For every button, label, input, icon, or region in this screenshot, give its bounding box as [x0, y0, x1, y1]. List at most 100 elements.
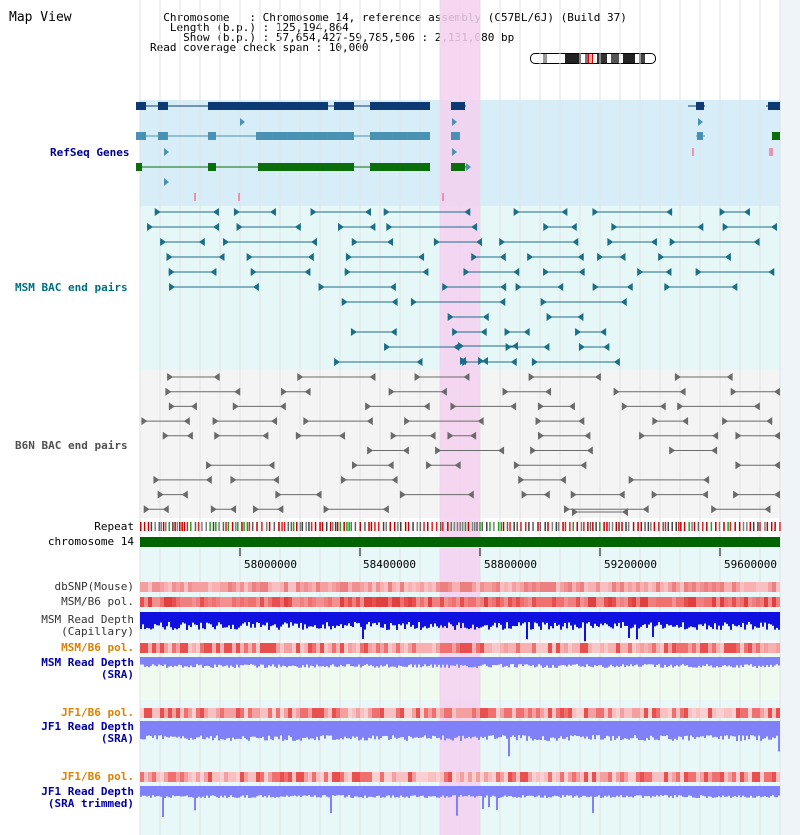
track-label-b6n-bac[interactable]: B6N BAC end pairs [15, 439, 128, 452]
heat-cell [732, 772, 736, 782]
depth-bar [542, 721, 544, 737]
depth-bar [204, 721, 206, 740]
heat-cell [516, 708, 520, 718]
depth-bar [684, 721, 686, 737]
heat-cell [648, 708, 652, 718]
repeat-mark [235, 522, 237, 531]
heat-cell [768, 582, 772, 592]
repeat-mark [397, 522, 399, 531]
heat-cell [212, 772, 216, 782]
bac-end [538, 431, 545, 440]
heat-cell [616, 582, 620, 592]
repeat-mark [644, 522, 646, 531]
depth-bar [688, 657, 690, 667]
bac-end [476, 238, 483, 246]
depth-bar [444, 657, 446, 668]
heat-cell [720, 597, 724, 607]
track-label-msm-bac[interactable]: MSM BAC end pairs [15, 281, 128, 294]
depth-bar [694, 612, 696, 628]
depth-bar [684, 612, 686, 630]
depth-bar [432, 721, 434, 736]
depth-bar [168, 657, 170, 667]
heat-cell [444, 597, 448, 607]
depth-bar [572, 657, 574, 665]
depth-bar [410, 786, 412, 796]
depth-bar [342, 612, 344, 629]
depth-bar [544, 786, 546, 796]
bac-end [230, 475, 237, 484]
bac-end [275, 490, 282, 499]
depth-bar [564, 657, 566, 666]
depth-bar [306, 657, 308, 665]
heat-cell [600, 772, 604, 782]
depth-bar [176, 612, 178, 630]
heat-cell [756, 582, 760, 592]
depth-bar [578, 786, 580, 798]
repeat-mark [354, 522, 357, 531]
heat-cell [248, 643, 252, 653]
depth-bar [178, 657, 180, 665]
heat-cell [284, 708, 288, 718]
depth-bar [430, 657, 432, 665]
depth-bar [522, 721, 524, 736]
heat-cell [624, 582, 628, 592]
depth-bar [446, 786, 448, 797]
depth-bar [210, 657, 212, 668]
depth-bar [216, 612, 218, 626]
depth-bar [656, 657, 658, 666]
heat-cell [644, 597, 648, 607]
depth-bar [722, 721, 724, 740]
depth-bar [666, 786, 668, 796]
bac-end [620, 298, 627, 306]
depth-bar [460, 657, 462, 665]
depth-bar [432, 657, 434, 668]
depth-bar [374, 612, 376, 623]
depth-bar [526, 612, 528, 640]
depth-bar [286, 721, 288, 741]
bac-end [387, 461, 394, 470]
heat-cell [568, 772, 572, 782]
heat-cell [348, 708, 352, 718]
heat-cell [392, 772, 396, 782]
heat-cell [564, 597, 568, 607]
heat-cell [588, 708, 592, 718]
track-label-refseq[interactable]: RefSeq Genes [50, 146, 130, 159]
repeat-mark [412, 522, 414, 531]
depth-bar [572, 721, 574, 737]
depth-bar [324, 786, 326, 796]
depth-bar [274, 721, 276, 737]
depth-bar [242, 612, 244, 624]
heat-cell [484, 597, 488, 607]
depth-bar [190, 657, 192, 666]
heat-cell [676, 597, 680, 607]
depth-bar [414, 612, 416, 629]
depth-bar [480, 786, 482, 797]
depth-bar [342, 786, 344, 796]
depth-bar [574, 612, 576, 625]
depth-bar [670, 721, 672, 740]
bac-end [304, 268, 311, 276]
depth-bar [554, 721, 556, 739]
depth-bar [272, 612, 274, 626]
repeat-mark [154, 522, 156, 531]
chromosome-ideogram[interactable] [530, 53, 656, 64]
heat-cell [504, 708, 508, 718]
depth-bar [772, 721, 774, 738]
heat-cell [732, 708, 736, 718]
bac-end [774, 387, 780, 396]
heat-cell [352, 708, 356, 718]
heat-cell [528, 708, 532, 718]
depth-bar [192, 721, 194, 740]
bac-end [345, 253, 352, 261]
depth-bar [294, 786, 296, 796]
depth-bar [232, 612, 234, 625]
bac-end [563, 505, 570, 514]
depth-bar [334, 657, 336, 667]
heat-cell [324, 708, 328, 718]
depth-bar [210, 786, 212, 796]
depth-bar [522, 786, 524, 796]
heat-cell [772, 708, 776, 718]
depth-bar [194, 657, 196, 668]
heat-cell [344, 582, 348, 592]
